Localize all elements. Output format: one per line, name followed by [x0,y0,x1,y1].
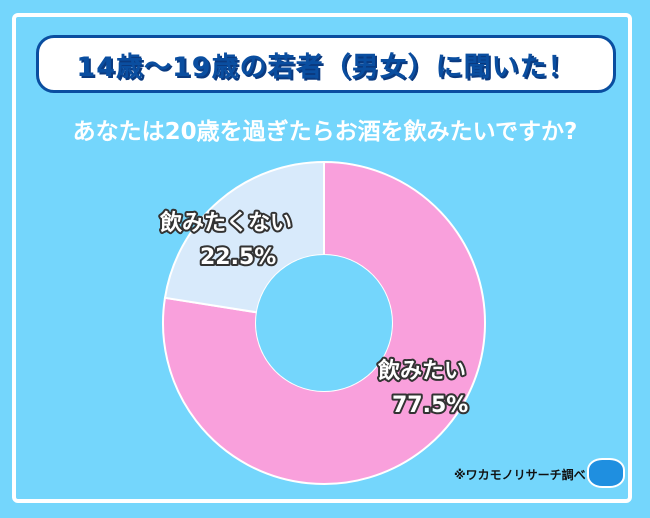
value-no: 22.5% [200,245,276,270]
value-yes: 77.5% [392,393,468,418]
brand-logo [587,458,625,488]
question: あなたは20歳を過ぎたらお酒を飲みたいですか? [72,119,578,145]
slice-no [163,160,325,314]
donut-hole [256,255,392,391]
label-yes: 飲みたい [377,358,466,384]
title-box: 14歳～19歳の若者（男女）に聞いた！ [36,35,616,93]
label-no: 飲みたくない [159,210,292,236]
page-title: 14歳～19歳の若者（男女）に聞いた！ [76,51,576,83]
source-note: ※ワカモノリサーチ調べ [454,468,586,482]
frame [12,13,632,503]
